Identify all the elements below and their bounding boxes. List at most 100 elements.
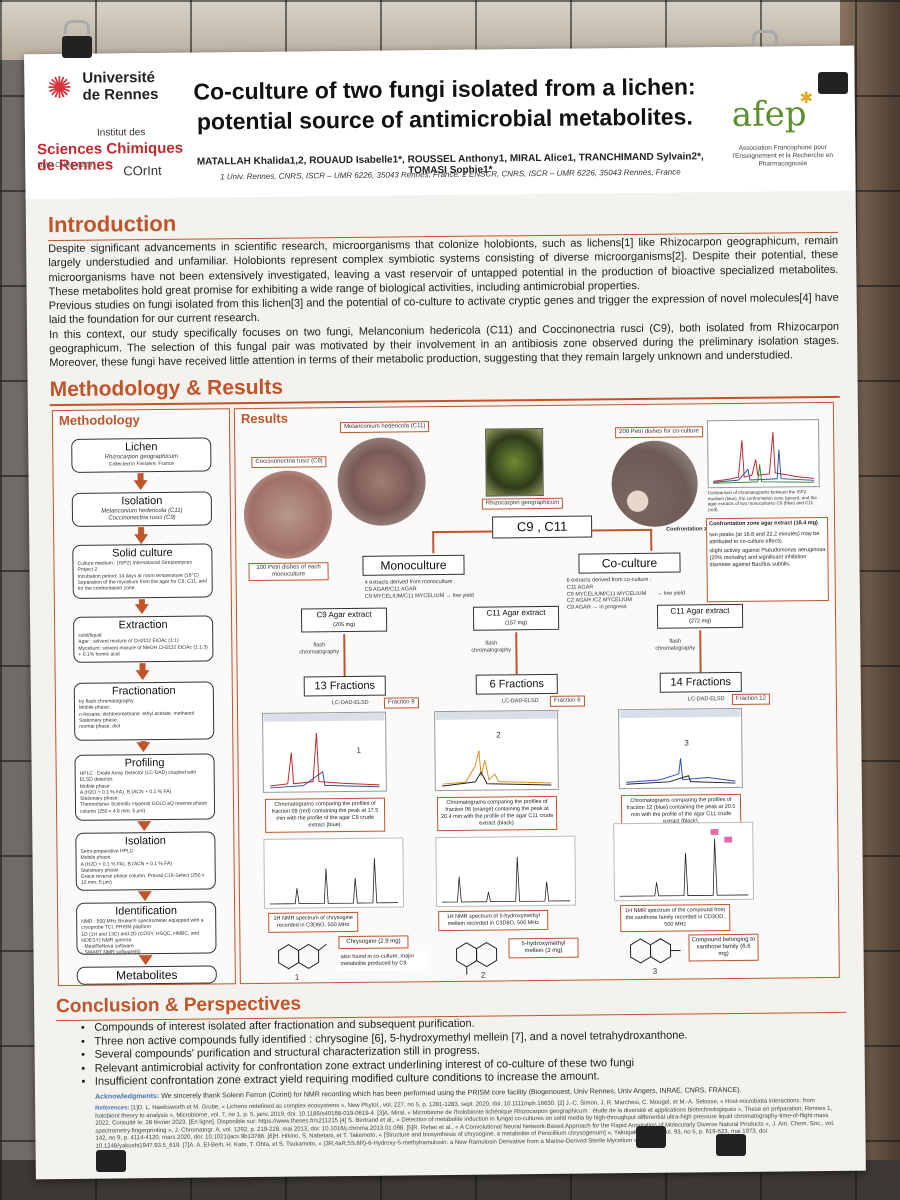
confrontation-zone-box: Confrontation zone agar extract (18.4 mg… [706,516,829,603]
iscr-sub-text: UMR CNRS 6226 [37,161,93,170]
fractions-6-box: 6 Fractions [475,673,558,695]
intro-paragraph: Despite significant advancements in scie… [48,234,839,299]
intro-paragraph: In this context, our study specifically … [49,320,840,370]
chromatogram-caption: Comparison of chromatograms between the … [707,489,817,512]
label-rhizocarpon: Rhizocarpon geographicum [481,497,564,510]
afep-logo: afep ✱ Association Francophone pour l'En… [720,90,846,175]
results-title: Results [240,410,289,427]
chrysogine-label: Chrysogine (2.9 mg) [338,935,409,950]
lcdad-label: LC-DAD-ELSD [687,696,725,703]
clip-handle [752,30,778,44]
label-200-petri: 200 Petri dishes for co-culture [615,426,703,439]
refs-label: References: [95,1105,130,1112]
binder-clip-icon [62,36,92,58]
xanthone-structure [629,938,681,964]
methodology-panel: Methodology Lichen Rhizocarpon geographi… [51,408,236,987]
arrow-down-icon [133,480,148,491]
petri-dish-c9 [243,470,333,560]
flash-label: flash chromatography [299,642,340,656]
lichen-photo [485,427,544,497]
methodology-results-heading: Methodology & Results [49,375,284,402]
structure-number: 3 [652,966,658,976]
step-detail: Semi-preparative HPLC Mobile phase: A (H… [80,848,206,887]
clip-handle [64,20,90,34]
conclusion-list: Compounds of interest isolated after fra… [94,1014,835,1089]
step-subtitle: Melanconium hedericola (C11) Coccinonect… [101,507,183,522]
monoculture-box: Monoculture [362,554,465,576]
arrow-down-icon [134,604,150,615]
petri-dish-coculture [611,440,699,528]
star-icon: ✱ [799,90,814,108]
iscr-top-text: Institut des [96,127,146,139]
label-100-petri: 100 Petri dishes of each monoculture [248,562,329,582]
methodology-title: Methodology [58,412,140,429]
arrow-down-icon [138,955,153,966]
iscr-corint-text: COrInt [123,162,162,179]
connector [515,632,518,675]
connector [432,530,493,534]
c9-c11-box: C9 , C11 [491,515,593,539]
chromatogram-fraction-12 [618,707,743,790]
c9-agar-extract: C9 Agar extract (205 mg) [300,607,388,633]
c11-agar-extract-coculture: C11 Agar extract (272 mg) [656,603,744,629]
extract-mass: (157 mg) [505,620,528,627]
nmr-spectrum-1 [263,837,405,909]
c11-agar-extract: C11 Agar extract (157 mg) [472,605,560,631]
step-detail: NMR : 500 MHz Bruker® spectrometer equip… [81,917,205,957]
universite-de-rennes-logo: ✺ Université de Rennes [42,67,172,108]
poster-header: ✺ Université de Rennes Institut des Scie… [24,45,856,200]
binder-clip-icon [96,1150,126,1172]
connector [650,528,653,551]
step-identification: Identification NMR : 500 MHz Bruker® spe… [76,901,217,957]
connector [432,531,435,554]
coculture-low-yield: → low yield [656,590,685,597]
introduction-heading: Introduction [47,210,177,238]
binder-clip-icon [716,1134,746,1156]
step-title: Metabolites [116,967,178,983]
univ-name: Université de Rennes [82,69,159,104]
introduction-body: Despite significant advancements in scie… [48,234,839,371]
petri-dish-c11 [337,437,427,527]
results-panel: Results Melanconium hedericola (C11) Coc… [233,401,840,985]
structure-number: 2 [480,970,486,980]
extract-label: C11 Agar extract [670,606,730,616]
monoculture-detail: 4 extracts derived from monoculture : C9… [364,578,474,600]
nmr-caption-2: 1H NMR spectrum of 5-hydroxymethyl melle… [438,909,549,932]
step-profiling: Profiling HPLC : Diode Array Detector (L… [74,753,216,821]
flash-label: flash chromatography [655,638,696,652]
caption-fraction-9: Chromatograms comparing the profiles of … [264,797,386,833]
arrow-down-icon [134,534,149,545]
coculture-box: Co-culture [578,552,681,574]
arrow-down-icon [135,670,150,681]
ack-label: Acknowledgments: [95,1093,160,1101]
step-lichen: Lichen Rhizocarpon geographicum Collecte… [71,437,212,473]
mellein-structure [456,942,498,975]
conclusion-heading: Conclusion & Perspectives [55,993,302,1018]
step-solid-culture: Solid culture Culture medium : (ISP2) In… [72,543,213,599]
mellein-label: 5-hydroxymethyl mellein (3 mg) [508,937,579,959]
step-detail: by flash chromatography Mobile phase: n-… [78,698,195,731]
afep-wordmark: afep [731,94,807,135]
poster-title: Co-culture of two fungi isolated from a … [193,73,696,135]
fraction-12-label: Fraction 12 [731,693,770,705]
cz-title: Confrontation zone agar extract (18.4 mg… [709,520,818,528]
connector [343,634,346,677]
ur-emblem-icon: ✺ [46,71,73,106]
step-isolation: Isolation Melanconium hedericola (C11) C… [71,491,213,527]
caption-fraction-6: Chromatograms comparing the profiles of … [436,795,558,832]
fraction-9-label: Fraction 9 [383,697,419,709]
nmr-spectrum-3 [613,821,755,902]
binder-clip-icon [818,72,848,94]
cz-bullet: slight activity against Pseudomonas aeru… [709,547,826,569]
connector [592,528,653,532]
nmr-caption-3: 1H NMR spectrum of the compound from the… [620,904,731,933]
extract-label: C11 Agar extract [486,607,546,618]
connector [699,630,702,673]
nmr-spectrum-2 [435,835,577,908]
chrysogine-structure [278,943,327,970]
step-metabolites: Metabolites [76,965,217,985]
step-detail: HPLC : Diode Array Detector (LC-DAD) cou… [79,769,209,815]
step-isolation-hplc: Isolation Semi-preparative HPLC Mobile p… [75,831,216,891]
nmr-caption-1: 1H NMR spectrum of chrysogine recorded i… [268,911,359,933]
cz-bullet: two peaks (at 16.8 and 22.2 minutes) may… [709,531,820,546]
